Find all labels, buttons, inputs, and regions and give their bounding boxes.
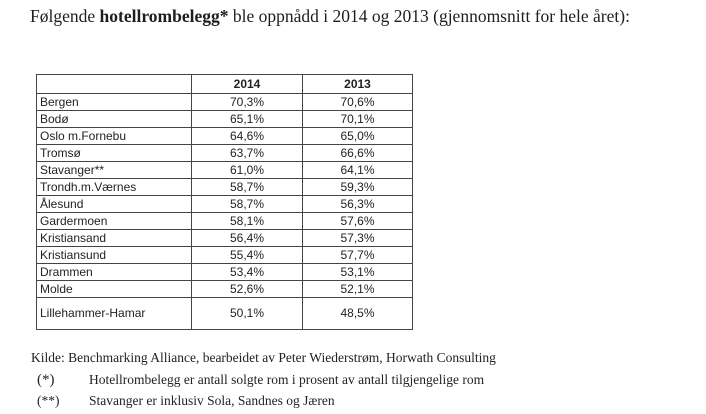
value-2014-cell: 50,1%	[191, 297, 303, 330]
intro-bold-term: hotellrombelegg*	[99, 6, 229, 26]
value-2014-cell: 55,4%	[191, 246, 303, 264]
value-2014-cell: 58,7%	[191, 195, 303, 213]
value-2014-cell: 65,1%	[191, 110, 303, 128]
city-cell: Stavanger**	[36, 161, 192, 179]
table-row: Ålesund 58,7% 56,3%	[36, 195, 413, 213]
value-2013-cell: 52,1%	[302, 280, 413, 298]
table-row: Lillehammer-Hamar 50,1% 48,5%	[36, 297, 413, 330]
city-cell: Drammen	[36, 263, 192, 281]
value-2013-cell: 48,5%	[302, 297, 413, 330]
city-cell: Trondh.m.Værnes	[36, 178, 192, 196]
value-2014-cell: 63,7%	[191, 144, 303, 162]
table-row: Tromsø 63,7% 66,6%	[36, 144, 413, 162]
value-2013-cell: 57,7%	[302, 246, 413, 264]
table-row: Oslo m.Fornebu 64,6% 65,0%	[36, 127, 413, 145]
value-2014-cell: 70,3%	[191, 93, 303, 111]
table-row: Stavanger** 61,0% 64,1%	[36, 161, 413, 179]
city-cell: Ålesund	[36, 195, 192, 213]
footnote-stavanger: (**) Stavanger er inklusiv Sola, Sandnes …	[37, 393, 335, 409]
city-cell: Oslo m.Fornebu	[36, 127, 192, 145]
value-2013-cell: 65,0%	[302, 127, 413, 145]
table-row: Bergen 70,3% 70,6%	[36, 93, 413, 111]
city-cell: Bodø	[36, 110, 192, 128]
footnote-text: Hotellrombelegg er antall solgte rom i p…	[89, 372, 485, 387]
footnote-text: Stavanger er inklusiv Sola, Sandnes og J…	[89, 393, 335, 408]
table-row: Gardermoen 58,1% 57,6%	[36, 212, 413, 230]
intro-text: Følgende hotellrombelegg* ble oppnådd i …	[30, 5, 690, 28]
table-row: Molde 52,6% 52,1%	[36, 280, 413, 298]
value-2013-cell: 53,1%	[302, 263, 413, 281]
city-cell: Tromsø	[36, 144, 192, 162]
source-line: Kilde: Benchmarking Alliance, bearbeidet…	[31, 350, 496, 365]
value-2014-cell: 61,0%	[191, 161, 303, 179]
city-cell: Molde	[36, 280, 192, 298]
table-row: Kristiansund 55,4% 57,7%	[36, 246, 413, 264]
intro-before: Følgende	[30, 6, 100, 26]
value-2014-cell: 56,4%	[191, 229, 303, 247]
value-2013-cell: 57,3%	[302, 229, 413, 247]
header-2014: 2014	[191, 74, 303, 94]
header-2013: 2013	[302, 74, 413, 94]
value-2014-cell: 64,6%	[191, 127, 303, 145]
city-cell: Kristiansand	[36, 229, 192, 247]
table-row: Trondh.m.Værnes 58,7% 59,3%	[36, 178, 413, 196]
value-2014-cell: 53,4%	[191, 263, 303, 281]
table-row: Drammen 53,4% 53,1%	[36, 263, 413, 281]
footnote-occupancy: (*) Hotellrombelegg er antall solgte rom …	[37, 372, 484, 389]
value-2013-cell: 70,6%	[302, 93, 413, 111]
value-2013-cell: 59,3%	[302, 178, 413, 196]
value-2013-cell: 66,6%	[302, 144, 413, 162]
table-row: Kristiansand 56,4% 57,3%	[36, 229, 413, 247]
city-cell: Kristiansund	[36, 246, 192, 264]
footnote-mark: (*)	[37, 372, 55, 388]
value-2014-cell: 58,1%	[191, 212, 303, 230]
footnote-mark: (**)	[37, 393, 60, 408]
value-2014-cell: 52,6%	[191, 280, 303, 298]
header-city	[36, 74, 192, 94]
value-2014-cell: 58,7%	[191, 178, 303, 196]
value-2013-cell: 57,6%	[302, 212, 413, 230]
city-cell: Gardermoen	[36, 212, 192, 230]
occupancy-table: 2014 2013 Bergen 70,3% 70,6% Bodø 65,1% …	[36, 74, 413, 330]
value-2013-cell: 56,3%	[302, 195, 413, 213]
intro-after: ble oppnådd i 2014 og 2013 (gjennomsnitt…	[228, 6, 630, 26]
city-cell: Lillehammer-Hamar	[36, 297, 192, 330]
city-cell: Bergen	[36, 93, 192, 111]
value-2013-cell: 70,1%	[302, 110, 413, 128]
table-header-row: 2014 2013	[36, 74, 413, 94]
value-2013-cell: 64,1%	[302, 161, 413, 179]
table-row: Bodø 65,1% 70,1%	[36, 110, 413, 128]
